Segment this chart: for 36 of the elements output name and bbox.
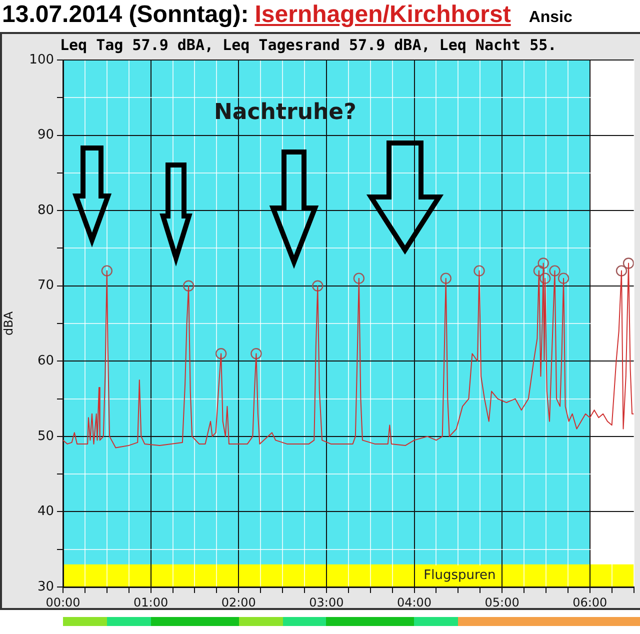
point bbox=[353, 272, 365, 284]
point bbox=[312, 280, 324, 292]
band-label: Flugspuren bbox=[424, 568, 496, 584]
chart-title: 13.07.2014 (Sonntag): bbox=[2, 1, 249, 28]
point bbox=[474, 265, 485, 276]
text: Ansic bbox=[528, 9, 572, 26]
point bbox=[558, 272, 570, 284]
x-tick-label: 01:00 bbox=[134, 595, 168, 610]
y-tick-label: 80 bbox=[37, 202, 54, 218]
text: Isernhagen/Kirchhorst bbox=[254, 1, 511, 28]
point bbox=[533, 265, 545, 276]
point bbox=[182, 280, 194, 292]
x-tick-label: 05:00 bbox=[484, 595, 520, 610]
chart-subtitle: Leq Tag 57.9 dBA, Leq Tagesrand 57.9 dBA, Leq Nacht 55. bbox=[60, 36, 557, 54]
point bbox=[440, 272, 452, 284]
y-tick-label: 70 bbox=[37, 278, 54, 294]
y-tick-label: 100 bbox=[29, 52, 54, 68]
y-tick-label: 60 bbox=[37, 354, 54, 369]
x-tick-label: 04:00 bbox=[396, 595, 432, 610]
point bbox=[250, 348, 262, 360]
point bbox=[549, 265, 560, 276]
point bbox=[215, 348, 227, 360]
x-tick-label: 06:00 bbox=[572, 595, 608, 610]
y-axis-title: dBA bbox=[1, 310, 16, 336]
x-tick-label: 00:00 bbox=[46, 595, 80, 610]
point bbox=[616, 265, 628, 276]
y-tick-label: 90 bbox=[37, 128, 54, 143]
point bbox=[101, 265, 113, 276]
point bbox=[540, 272, 551, 284]
x-tick-label: 02:00 bbox=[221, 595, 256, 610]
point bbox=[538, 258, 549, 269]
y-tick-label: 50 bbox=[37, 428, 54, 444]
y-tick-label: 40 bbox=[37, 504, 54, 520]
x-tick-label: 03:00 bbox=[309, 595, 344, 610]
point bbox=[622, 258, 634, 269]
y-tick-label: 30 bbox=[37, 579, 54, 594]
